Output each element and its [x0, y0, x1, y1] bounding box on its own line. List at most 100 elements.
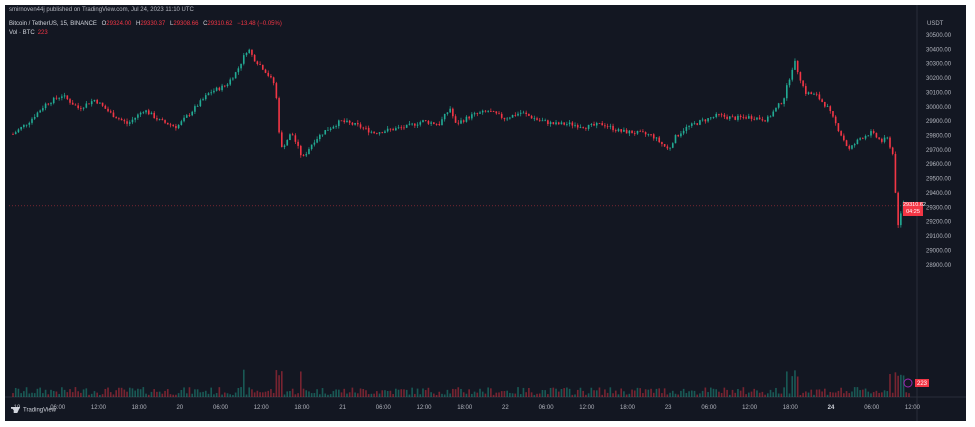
candle-body	[794, 60, 796, 70]
candle-body	[528, 113, 530, 116]
volume-bar	[468, 389, 470, 397]
volume-bar	[85, 388, 88, 397]
candle-body	[718, 113, 720, 115]
candle-body	[560, 122, 563, 125]
volume-bar	[166, 389, 169, 397]
volume-bar	[381, 390, 384, 397]
candle-body	[889, 137, 891, 148]
volume-bar	[796, 376, 799, 397]
volume-bar	[52, 391, 55, 397]
candle-body	[392, 129, 394, 131]
candle-body	[772, 111, 775, 117]
volume-bar	[631, 389, 633, 397]
volume-bar	[891, 392, 894, 397]
volume-bar	[430, 392, 432, 397]
volume-bar	[234, 392, 237, 397]
volume-tag	[915, 379, 929, 387]
volume-bar	[50, 389, 52, 397]
y-tick-label: 30200.00	[926, 76, 952, 82]
candle-body	[473, 113, 476, 115]
candle-body	[158, 119, 161, 120]
candle-body	[647, 134, 650, 136]
volume-bar	[894, 372, 897, 397]
y-tick-label: 30500.00	[926, 33, 952, 39]
candle-body	[547, 120, 549, 125]
volume-bar	[324, 393, 327, 397]
volume-bar	[720, 393, 723, 397]
candle-body	[487, 111, 489, 112]
candle-body	[443, 113, 446, 120]
x-tick-label: 18:00	[620, 405, 636, 411]
volume-bar	[881, 392, 883, 397]
candle-body	[253, 54, 256, 62]
candle-body	[36, 112, 39, 117]
candle-body	[699, 120, 701, 125]
volume-bar	[115, 390, 117, 397]
volume-bar	[680, 390, 682, 397]
volume-bar	[549, 387, 552, 397]
volume-bar	[359, 388, 362, 397]
candle-body	[658, 137, 661, 143]
volume-bar	[813, 394, 815, 397]
volume-value: 223	[37, 30, 48, 36]
volume-bar	[487, 387, 489, 397]
volume-bar	[112, 394, 115, 397]
candle-body	[661, 142, 663, 145]
candle-body	[433, 122, 435, 124]
x-tick-label: 12:00	[91, 405, 107, 411]
candle-body	[517, 113, 519, 116]
volume-bar	[294, 394, 297, 397]
candle-body	[248, 49, 251, 53]
volume-bar	[226, 393, 229, 397]
candle-body	[291, 134, 294, 136]
volume-bar	[815, 389, 818, 397]
volume-bar	[476, 392, 479, 397]
volume-bar	[310, 393, 313, 397]
candle-body	[810, 92, 813, 95]
candle-body	[479, 112, 481, 114]
volume-bar	[750, 391, 753, 397]
candle-body	[389, 128, 392, 130]
volume-bar	[23, 391, 25, 397]
volume-bar	[775, 387, 777, 397]
volume-bar	[267, 390, 270, 397]
candle-body	[177, 124, 180, 129]
candle-body	[359, 124, 362, 128]
volume-bar	[335, 389, 337, 397]
price-chart[interactable]: 30500.00 30400.00 30300.00 30200.00 30100.00…	[5, 5, 966, 421]
tradingview-logo: TradingView	[11, 407, 56, 414]
volume-bar	[340, 392, 343, 397]
candle-body	[52, 97, 55, 104]
candle-body	[805, 86, 807, 94]
candle-body	[44, 103, 47, 109]
volume-bar	[365, 390, 367, 397]
candle-body	[134, 117, 136, 120]
y-tick-label: 29900.00	[926, 119, 952, 125]
candle-body	[308, 149, 310, 155]
candle-body	[709, 117, 712, 119]
candle-body	[31, 118, 33, 123]
volume-bar	[533, 394, 536, 397]
candle-body	[674, 135, 677, 144]
candle-body	[500, 113, 503, 118]
volume-bar	[395, 388, 397, 397]
volume-bar	[77, 391, 79, 397]
candle-body	[188, 115, 191, 117]
volume-bar	[753, 388, 756, 397]
x-tick-label: 06:00	[376, 405, 392, 411]
candle-body	[96, 99, 98, 104]
y-tick-label: 29100.00	[926, 234, 952, 240]
candle-body	[348, 120, 351, 123]
candle-body	[139, 112, 142, 115]
y-tick-label: 30000.00	[926, 105, 952, 111]
candle-body	[712, 116, 715, 118]
candle-body	[462, 120, 465, 122]
volume-bar	[101, 394, 104, 397]
volume-bar	[786, 371, 788, 397]
volume-bar	[435, 394, 438, 397]
candle-body	[223, 85, 226, 87]
candle-body	[579, 127, 582, 128]
volume-bar	[582, 390, 584, 397]
candle-body	[435, 123, 438, 125]
candle-body	[367, 127, 370, 133]
